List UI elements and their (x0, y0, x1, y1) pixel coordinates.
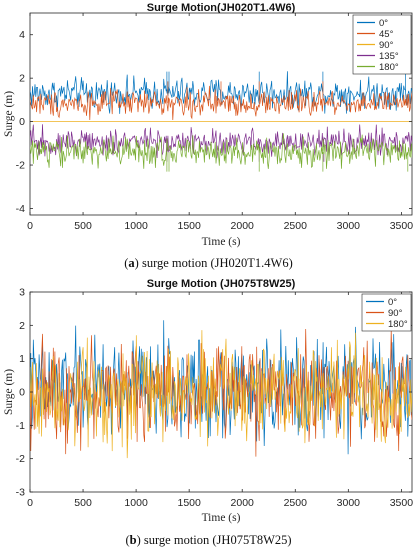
y-tick-label: -1 (16, 420, 25, 432)
caption-b-label: b (129, 533, 137, 547)
y-tick-label: -4 (16, 203, 25, 215)
y-tick-label: 0 (19, 387, 25, 399)
legend-label: 180° (379, 62, 399, 73)
surge-chart-a: Surge Motion(JH020T1.4W6)0 500 1000 1500 200… (3, 2, 414, 248)
x-tick-label: 1500 (177, 497, 201, 509)
x-tick-label: 500 (74, 497, 92, 509)
y-tick-label: 3 (19, 287, 25, 299)
chart-title: Surge Motion(JH020T1.4W6) (147, 2, 296, 14)
series-line-1 (30, 81, 412, 121)
y-tick-label: 2 (19, 73, 25, 85)
legend-label: 45° (379, 29, 394, 40)
y-tick-label: 0 (19, 116, 25, 128)
legend-label: 90° (388, 308, 403, 319)
x-tick-label: 0 (27, 220, 33, 232)
x-tick-label: 3000 (337, 497, 361, 509)
y-tick-label: -3 (16, 487, 25, 499)
y-axis-label: Surge (m) (3, 369, 15, 415)
x-tick-label: 2500 (284, 497, 308, 509)
caption-a: (a) surge motion (JH020T1.4W6) (124, 256, 293, 270)
legend-label: 135° (379, 51, 399, 62)
legend-label: 90° (379, 40, 394, 51)
legend-label: 180° (388, 319, 408, 330)
x-tick-label: 3500 (390, 497, 414, 509)
x-tick-label: 2000 (231, 220, 255, 232)
series-line-2 (30, 330, 412, 459)
legend-label: 0° (379, 18, 388, 29)
x-tick-label: 1000 (124, 497, 148, 509)
y-tick-label: -2 (16, 453, 25, 465)
x-axis-label: Time (s) (202, 236, 241, 248)
caption-a-text: surge motion (JH020T1.4W6) (138, 256, 293, 270)
legend-label: 0° (388, 297, 397, 308)
caption-b: (b) surge motion (JH075T8W25) (125, 533, 292, 547)
chart-panel-b: Surge Motion (JH075T8W25) 0 500 1000 1500 200… (0, 278, 417, 550)
caption-b-text: surge motion (JH075T8W25) (140, 533, 292, 547)
series-line-4 (30, 133, 412, 172)
x-tick-label: 1000 (124, 220, 148, 232)
y-tick-label: -2 (16, 160, 25, 172)
x-tick-label: 0 (27, 497, 33, 509)
chart-panel-a: Surge Motion(JH020T1.4W6) 0 500 1000 1500 200… (3, 2, 414, 270)
plot-area (29, 12, 413, 216)
x-tick-label: 3000 (337, 220, 361, 232)
y-axis-label: Surge (m) (3, 91, 15, 137)
caption-a-label: a (128, 256, 135, 270)
y-tick-label: 4 (19, 29, 25, 41)
y-tick-label: 1 (19, 353, 25, 365)
surge-chart-b: Surge Motion (JH075T8W25)0 500 1000 1500 200… (3, 278, 414, 524)
chart-title: Surge Motion (JH075T8W25) (147, 278, 296, 290)
x-tick-label: 2500 (284, 220, 308, 232)
x-axis-label: Time (s) (202, 512, 241, 524)
x-tick-label: 500 (74, 220, 92, 232)
y-tick-label: 2 (19, 320, 25, 332)
x-tick-label: 3500 (390, 220, 414, 232)
series-group (30, 320, 412, 459)
series-group (30, 71, 412, 172)
x-tick-label: 2000 (231, 497, 255, 509)
x-tick-label: 1500 (177, 220, 201, 232)
